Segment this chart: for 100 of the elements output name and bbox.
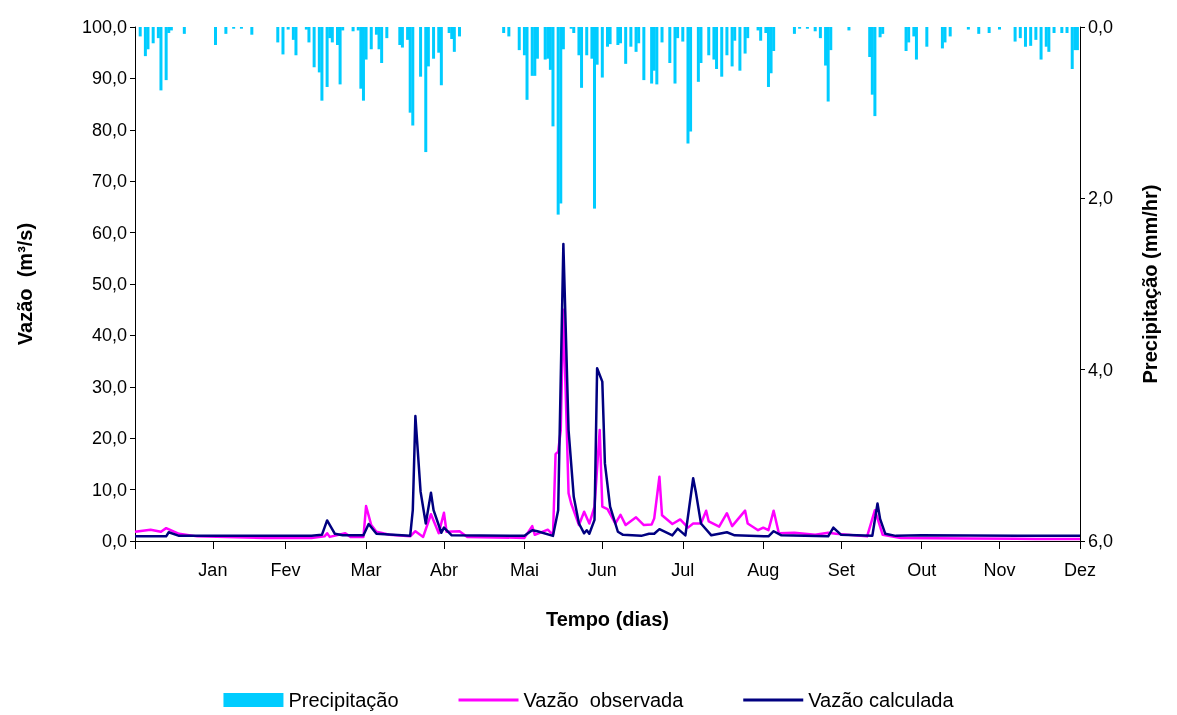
- y2-axis-title: Precipitação (mm/hr): [1139, 184, 1161, 384]
- bar: [351, 27, 355, 32]
- y2-tick-label: 4,0: [1088, 359, 1114, 380]
- bar: [660, 27, 664, 43]
- bar: [525, 27, 529, 100]
- y2-tick-label: 6,0: [1088, 531, 1114, 551]
- bar: [826, 27, 830, 102]
- bar: [642, 27, 646, 81]
- bar: [766, 27, 770, 87]
- bar: [606, 27, 609, 47]
- y-tick-label: 60,0: [91, 222, 127, 243]
- bar: [286, 27, 290, 30]
- bar: [1018, 27, 1022, 39]
- bar: [1029, 27, 1033, 46]
- bar: [1060, 27, 1064, 33]
- bar: [164, 27, 168, 81]
- bar: [294, 27, 298, 56]
- bar: [593, 27, 597, 209]
- bar: [551, 27, 555, 127]
- bar: [1034, 27, 1038, 40]
- bar: [818, 27, 822, 39]
- x-tick-label: Set: [827, 560, 855, 580]
- bar: [572, 27, 576, 33]
- x-tick-label: Mar: [350, 560, 382, 580]
- bar: [725, 27, 729, 56]
- x-tick-label: Nov: [983, 560, 1016, 580]
- legend-label: Vazão observada: [523, 689, 685, 711]
- bar: [320, 27, 324, 101]
- bar: [1052, 27, 1056, 33]
- y-tick-label: 30,0: [91, 376, 127, 397]
- bar: [380, 27, 384, 63]
- y-tick-label: 0,0: [101, 531, 127, 551]
- bar: [385, 27, 389, 39]
- bar: [580, 27, 584, 88]
- bar: [419, 27, 423, 77]
- bar: [655, 27, 659, 85]
- y-tick-label: 40,0: [91, 325, 127, 346]
- bar: [1039, 27, 1043, 60]
- bar: [432, 27, 436, 59]
- bar: [977, 27, 981, 34]
- bar: [792, 27, 796, 34]
- bar: [1013, 27, 1017, 42]
- bar: [213, 27, 217, 45]
- bar: [668, 27, 672, 63]
- x-tick-label: Jul: [671, 560, 695, 580]
- bar: [338, 27, 342, 85]
- y2-tick-label: 0,0: [1088, 17, 1114, 37]
- bar: [307, 27, 311, 43]
- bar: [673, 27, 677, 84]
- y-tick-label: 20,0: [91, 428, 127, 449]
- bar: [1023, 27, 1027, 47]
- x-tick-label: Mai: [509, 560, 539, 580]
- y-tick-label: 10,0: [91, 479, 127, 500]
- bar: [439, 27, 443, 86]
- bar: [624, 27, 628, 64]
- bar: [650, 27, 654, 84]
- bar: [720, 27, 724, 77]
- y-axis-title: Vazão (m³/s): [14, 222, 36, 346]
- bar: [738, 27, 742, 71]
- bar: [1047, 27, 1051, 52]
- bar: [151, 27, 155, 44]
- bar: [325, 27, 329, 87]
- bar: [629, 27, 633, 47]
- bar: [369, 27, 373, 50]
- bar: [681, 27, 685, 42]
- y2-tick-label: 2,0: [1088, 188, 1114, 209]
- bar: [987, 27, 991, 33]
- bar: [608, 27, 612, 45]
- bar: [517, 27, 521, 51]
- bar: [948, 27, 952, 37]
- x-tick-label: Jan: [198, 560, 228, 580]
- legend-label: Precipitação: [288, 689, 399, 711]
- bar: [411, 27, 415, 126]
- x-tick-label: Jun: [587, 560, 617, 580]
- legend-label: Vazão calculada: [808, 689, 955, 711]
- y-tick-label: 50,0: [91, 274, 127, 294]
- bar: [847, 27, 851, 31]
- bar: [424, 27, 428, 153]
- bar: [1065, 27, 1069, 33]
- bar: [458, 27, 462, 37]
- bar: [998, 27, 1002, 30]
- x-tick-label: Dez: [1063, 560, 1097, 580]
- x-tick-label: Fev: [270, 560, 301, 580]
- y-tick-label: 90,0: [91, 68, 127, 89]
- bar: [398, 27, 402, 45]
- bar: [873, 27, 877, 117]
- bar: [715, 27, 719, 69]
- bar: [452, 27, 456, 52]
- x-tick-label: Abr: [429, 560, 458, 580]
- bar: [312, 27, 316, 68]
- bar: [585, 27, 589, 56]
- bar: [925, 27, 929, 47]
- bar: [507, 27, 511, 37]
- y-tick-label: 100,0: [81, 17, 127, 37]
- bar: [707, 27, 711, 56]
- bar: [881, 27, 885, 34]
- bar: [759, 27, 763, 41]
- bar: [914, 27, 918, 60]
- bar: [686, 27, 690, 144]
- bar: [940, 27, 944, 49]
